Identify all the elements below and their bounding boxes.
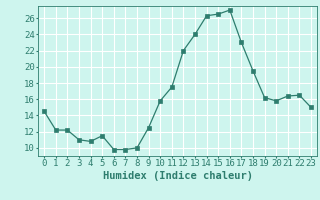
X-axis label: Humidex (Indice chaleur): Humidex (Indice chaleur) bbox=[103, 171, 252, 181]
